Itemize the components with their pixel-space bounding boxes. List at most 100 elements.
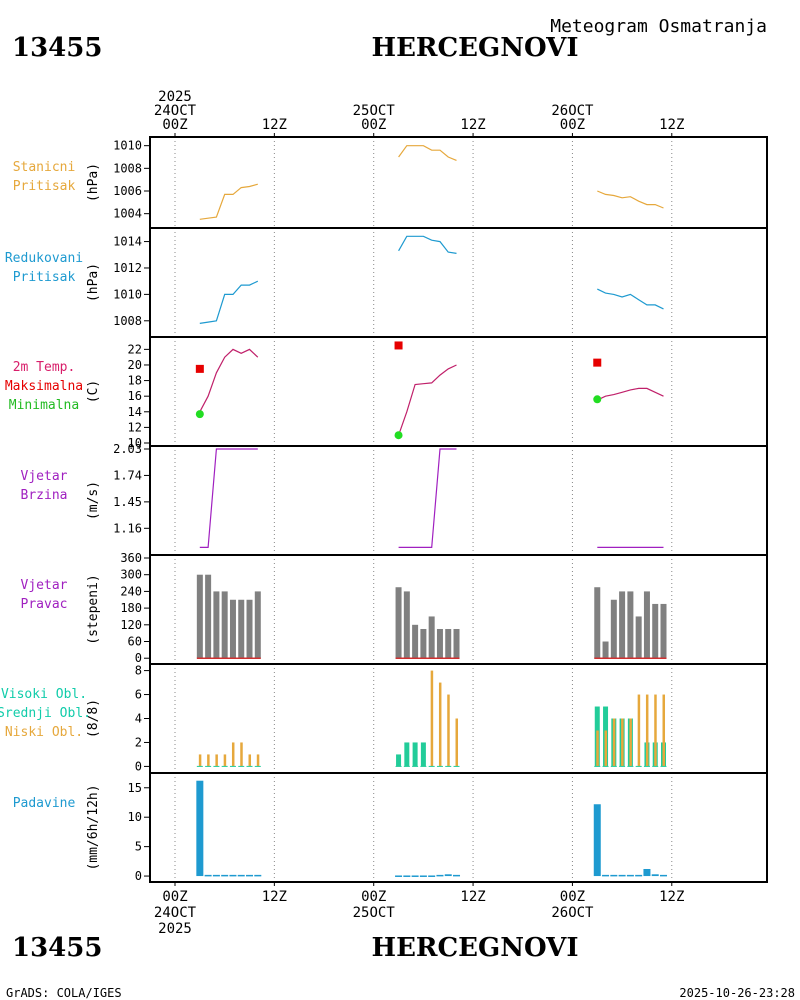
y-tick-label: 2.03 bbox=[113, 442, 142, 456]
legend-label: Niski Obl. bbox=[5, 725, 83, 740]
legend-label: Redukovani bbox=[5, 251, 83, 266]
legend-label: Vjetar bbox=[21, 469, 68, 484]
precip-bar bbox=[610, 874, 618, 877]
y-tick-label: 0 bbox=[135, 869, 142, 883]
wind-dir-bar bbox=[453, 628, 460, 659]
high-cloud-bar bbox=[404, 742, 410, 767]
y-tick-label: 1012 bbox=[113, 261, 142, 275]
y-tick-label: 8 bbox=[135, 664, 142, 678]
y-axis-label: (hPa) bbox=[86, 163, 101, 202]
panel-wind_speed: 1.16 1.45 1.74 2.03 (m/s) Vjetar Brzina bbox=[21, 442, 768, 556]
x-label-bottom: 12Z bbox=[262, 889, 287, 905]
wind-dir-bar bbox=[196, 574, 203, 659]
wind-dir-bar bbox=[412, 624, 419, 659]
precip-bar bbox=[602, 874, 610, 877]
y-tick-label: 1008 bbox=[113, 161, 142, 175]
legend-label: Visoki Obl. bbox=[1, 687, 87, 702]
y-tick-label: 16 bbox=[128, 389, 142, 403]
x-label-bottom: 26OCT bbox=[551, 905, 594, 921]
panel-frame bbox=[149, 772, 768, 883]
legend-label: 2m Temp. bbox=[13, 360, 76, 375]
precip-bar bbox=[660, 874, 668, 877]
panel-precipitation: 0 5 10 15 (mm/6h/12h) Padavine bbox=[13, 772, 768, 883]
legend-label: Pritisak bbox=[13, 270, 76, 285]
y-tick-label: 60 bbox=[128, 635, 142, 649]
x-label-top: 00Z bbox=[361, 117, 386, 133]
y-tick-label: 180 bbox=[120, 601, 142, 615]
wind-dir-bar bbox=[436, 628, 443, 659]
x-label-top: 26OCT bbox=[551, 103, 594, 119]
low-cloud-bar bbox=[596, 730, 599, 767]
series-line bbox=[398, 364, 457, 436]
panel-frame bbox=[149, 227, 768, 338]
y-tick-label: 1014 bbox=[113, 235, 142, 249]
y-axis-label: (mm/6h/12h) bbox=[86, 784, 101, 870]
wind-dir-bar bbox=[643, 591, 650, 659]
low-cloud-bar bbox=[215, 754, 218, 767]
wind-dir-bar bbox=[602, 641, 609, 659]
panel-frame bbox=[149, 136, 768, 229]
wind-dir-bar bbox=[635, 616, 642, 659]
y-tick-label: 12 bbox=[128, 420, 142, 434]
precip-bar bbox=[444, 874, 452, 877]
y-axis-label: (stepeni) bbox=[86, 574, 101, 644]
wind-dir-bar bbox=[238, 599, 245, 659]
series-line bbox=[597, 190, 664, 209]
footer-station-id: 13455 bbox=[12, 933, 102, 963]
low-cloud-bar bbox=[207, 754, 210, 767]
y-tick-label: 15 bbox=[128, 781, 142, 795]
precip-bar bbox=[403, 875, 411, 877]
wind-dir-bar bbox=[594, 587, 601, 659]
wind-dir-bar bbox=[205, 574, 212, 659]
min-temp-marker bbox=[593, 395, 602, 404]
precip-bar bbox=[221, 874, 229, 877]
low-cloud-bar bbox=[256, 754, 260, 767]
y-tick-label: 2 bbox=[135, 735, 142, 749]
wind-dir-bar bbox=[610, 599, 617, 659]
y-tick-label: 1.74 bbox=[113, 468, 142, 482]
wind-dir-bar bbox=[445, 628, 452, 659]
series-line bbox=[597, 288, 664, 310]
series-line bbox=[398, 145, 457, 161]
y-tick-label: 5 bbox=[135, 840, 142, 854]
series-line bbox=[199, 448, 258, 549]
panel-wind_direction: 0 60 120 180 240 300 360 (stepeni) Vjetar Pravac bbox=[21, 551, 768, 665]
legend-label: Maksimalna bbox=[5, 379, 83, 394]
precip-bar bbox=[196, 780, 204, 877]
y-tick-label: 18 bbox=[128, 374, 142, 388]
low-cloud-bar bbox=[430, 670, 434, 767]
precip-bar bbox=[419, 875, 427, 877]
low-cloud-bar bbox=[447, 694, 450, 767]
y-tick-label: 300 bbox=[120, 568, 142, 582]
panel-frame bbox=[149, 336, 768, 447]
time-labels: 202524OCT00Z00Z24OCT202512Z12Z25OCT00Z00… bbox=[154, 89, 685, 937]
x-label-top: 24OCT bbox=[154, 103, 197, 119]
credit: GrADS: COLA/IGES bbox=[6, 986, 122, 1000]
y-tick-label: 6 bbox=[135, 688, 142, 702]
panel-clouds: 0 2 4 6 8 (8/8)Visoki Obl. Srednji Obl. Niski O… bbox=[0, 663, 768, 774]
low-cloud-bar bbox=[438, 682, 442, 767]
y-axis-label: (8/8) bbox=[86, 699, 101, 738]
precip-bar bbox=[204, 874, 212, 877]
wind-dir-bar bbox=[652, 603, 659, 659]
y-tick-label: 20 bbox=[128, 358, 142, 372]
legend-label: Pravac bbox=[21, 597, 68, 612]
y-tick-label: 240 bbox=[120, 584, 142, 598]
series-line bbox=[199, 280, 259, 324]
legend-label: Srednji Obl. bbox=[0, 706, 91, 721]
precip-bar bbox=[229, 874, 237, 877]
y-tick-label: 4 bbox=[135, 712, 142, 726]
low-cloud-bar bbox=[240, 742, 243, 767]
y-tick-label: 1004 bbox=[113, 207, 142, 221]
precip-bar bbox=[651, 874, 659, 877]
panel-reduced_pressure: 1008 1010 1012 1014 (hPa)Redukovani Pritisak bbox=[5, 227, 768, 338]
y-tick-label: 120 bbox=[120, 618, 142, 632]
legend-label: Brzina bbox=[21, 488, 68, 503]
y-tick-label: 10 bbox=[128, 810, 142, 824]
footer-station-name: HERCEGNOVI bbox=[372, 933, 579, 963]
y-tick-label: 1010 bbox=[113, 139, 142, 153]
wind-dir-bar bbox=[619, 591, 626, 659]
x-label-top: 12Z bbox=[659, 117, 684, 133]
precip-bar bbox=[618, 874, 626, 877]
